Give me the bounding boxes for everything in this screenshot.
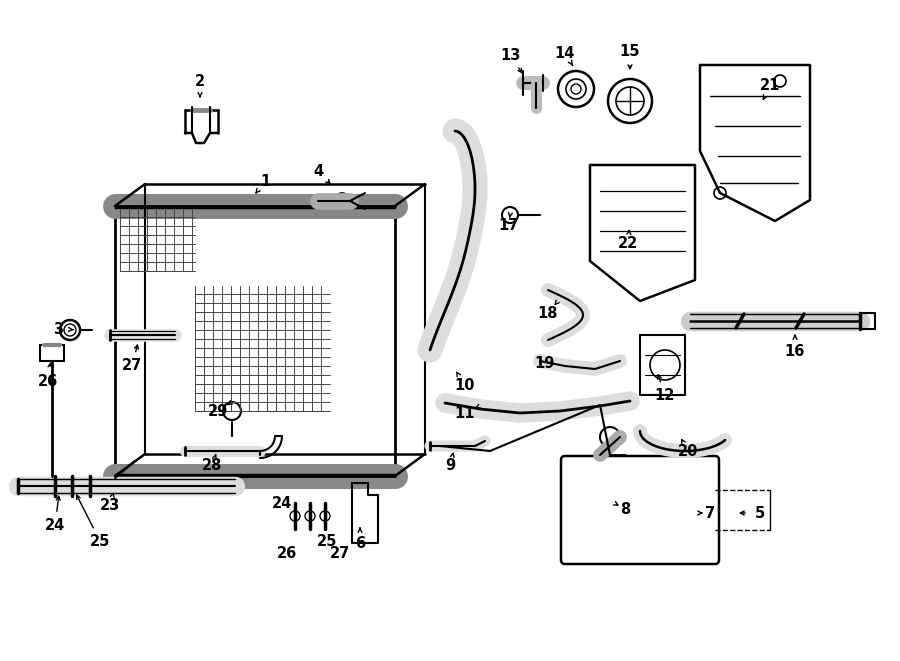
Text: 24: 24	[272, 496, 292, 510]
Text: 28: 28	[202, 459, 222, 473]
Text: 26: 26	[277, 545, 297, 561]
Text: 26: 26	[38, 373, 58, 389]
Text: 17: 17	[498, 219, 518, 233]
Text: 20: 20	[678, 444, 698, 459]
Text: 5: 5	[755, 506, 765, 520]
Text: 16: 16	[785, 344, 806, 358]
Text: 23: 23	[100, 498, 120, 514]
Text: 4: 4	[313, 163, 323, 178]
Text: 25: 25	[317, 533, 338, 549]
Text: 1: 1	[260, 173, 270, 188]
Text: 21: 21	[760, 79, 780, 93]
Text: 14: 14	[554, 46, 575, 61]
Text: 19: 19	[535, 356, 555, 371]
Text: 22: 22	[618, 235, 638, 251]
Text: 6: 6	[355, 535, 365, 551]
Text: 18: 18	[538, 305, 558, 321]
Text: 27: 27	[330, 545, 350, 561]
Text: 15: 15	[620, 44, 640, 59]
Text: 9: 9	[445, 459, 455, 473]
Text: 27: 27	[122, 358, 142, 373]
Text: 11: 11	[454, 405, 475, 420]
Text: 29: 29	[208, 403, 228, 418]
Text: 7: 7	[705, 506, 716, 520]
Text: 13: 13	[500, 48, 520, 63]
Text: 24: 24	[45, 518, 65, 533]
Text: 25: 25	[90, 533, 110, 549]
Text: 12: 12	[655, 389, 675, 403]
Text: 3: 3	[53, 321, 63, 336]
Text: 8: 8	[620, 502, 630, 516]
Text: 10: 10	[454, 379, 475, 393]
Text: 2: 2	[195, 73, 205, 89]
